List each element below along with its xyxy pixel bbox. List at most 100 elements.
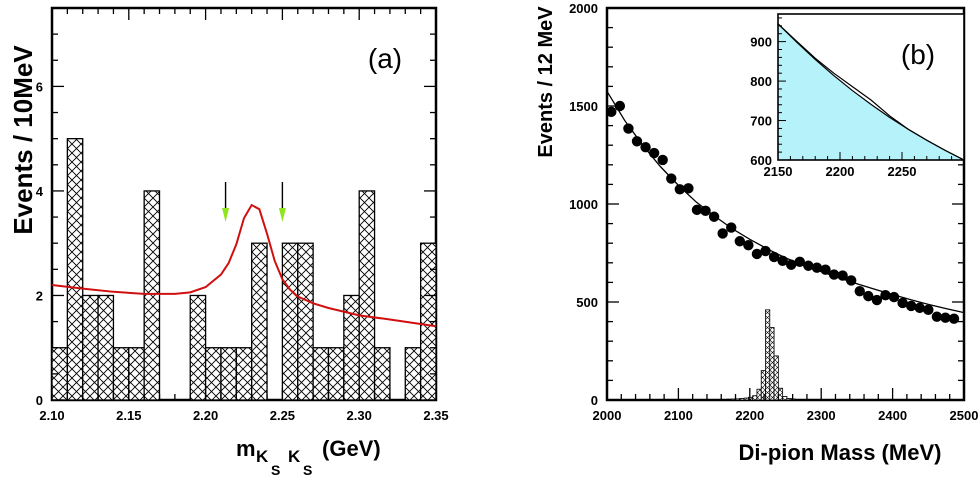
x-title-unit: (GeV) [322, 436, 381, 461]
panel-a-y-axis-title: Events / 10MeV [8, 45, 38, 235]
x-tick-label: 2.20 [193, 408, 218, 423]
x-tick-label: 2400 [878, 408, 907, 423]
data-point-18 [760, 246, 770, 256]
x-title-s2: S [303, 462, 312, 478]
signal-bin-17 [787, 398, 791, 400]
x-tick-label: 2100 [664, 408, 693, 423]
arrow-head-1 [279, 208, 286, 222]
panel-a-x-axis-title: m K S K S (GeV) [236, 436, 381, 478]
signal-bin-6 [740, 398, 744, 400]
hist-bar-20 [359, 191, 374, 400]
hist-bar-10 [206, 348, 221, 400]
data-point-6 [657, 155, 667, 165]
data-point-36 [915, 303, 925, 313]
data-point-0 [606, 107, 616, 117]
data-point-5 [649, 148, 659, 158]
x-tick-label: 2.15 [116, 408, 141, 423]
signal-bin-3 [727, 399, 731, 400]
x-title-k1: K [256, 447, 269, 466]
inset-y-tick-label: 700 [750, 114, 772, 129]
signal-bin-16 [783, 396, 787, 400]
signal-bin-13 [770, 327, 774, 400]
x-title-s1: S [271, 462, 280, 478]
data-point-9 [683, 183, 693, 193]
arrow-head-0 [222, 208, 229, 222]
inset-x-tick-label: 2250 [888, 164, 917, 179]
data-point-11 [700, 206, 710, 216]
hist-bar-1 [67, 139, 82, 400]
y-tick-label: 2000 [569, 1, 598, 16]
signal-bin-8 [748, 397, 752, 400]
data-point-40 [949, 313, 959, 323]
data-point-2 [623, 123, 633, 133]
x-tick-label: 2300 [807, 408, 836, 423]
x-tick-label: 2.35 [423, 408, 448, 423]
hist-bar-11 [221, 348, 236, 400]
data-point-33 [889, 292, 899, 302]
panel-b-signal-histogram [714, 310, 804, 400]
data-point-35 [906, 301, 916, 311]
hist-bar-18 [328, 348, 343, 400]
hist-bar-17 [313, 348, 328, 400]
x-tick-label: 2200 [735, 408, 764, 423]
y-tick-label: 1000 [569, 197, 598, 212]
data-point-16 [743, 240, 753, 250]
hist-bar-19 [344, 295, 359, 400]
hist-bar-21 [375, 348, 390, 400]
data-point-3 [632, 136, 642, 146]
hist-bar-9 [190, 295, 205, 400]
hist-bar-12 [236, 348, 251, 400]
panel-b-x-axis-title: Di-pion Mass (MeV) [739, 440, 942, 465]
x-tick-label: 2.10 [39, 408, 64, 423]
signal-bin-10 [757, 389, 761, 400]
hist-bar-5 [129, 348, 144, 400]
data-point-13 [717, 228, 727, 238]
y-tick-label: 2 [36, 288, 43, 303]
y-tick-label: 1500 [569, 99, 598, 114]
y-tick-label: 500 [576, 295, 598, 310]
hist-bar-15 [282, 243, 297, 400]
hist-bar-16 [298, 243, 313, 400]
panel-a-label: (a) [368, 43, 402, 74]
panel-b-y-axis-title: Events / 12 MeV [535, 6, 557, 158]
x-title-k2: K [288, 447, 301, 466]
x-tick-label: 2.25 [270, 408, 295, 423]
panel-a-arrows [222, 182, 286, 222]
x-tick-label: 2000 [593, 408, 622, 423]
data-point-7 [666, 173, 676, 183]
data-point-37 [923, 305, 933, 315]
data-point-28 [846, 275, 856, 285]
hist-bar-3 [98, 295, 113, 400]
data-point-14 [726, 222, 736, 232]
hist-bar-13 [252, 243, 267, 400]
data-point-4 [640, 142, 650, 152]
signal-bin-9 [753, 396, 757, 400]
inset-x-tick-label: 2200 [826, 164, 855, 179]
signal-bin-2 [723, 399, 727, 400]
signal-bin-1 [718, 399, 722, 400]
hist-bar-23 [405, 348, 420, 400]
signal-bin-18 [791, 399, 795, 400]
inset-y-tick-label: 800 [750, 74, 772, 89]
x-tick-label: 2.30 [347, 408, 372, 423]
inset-y-tick-label: 900 [750, 35, 772, 50]
data-point-23 [803, 261, 813, 271]
y-tick-label: 0 [36, 393, 43, 408]
panel-b-label: (b) [901, 39, 935, 70]
signal-bin-7 [744, 398, 748, 400]
inset-y-tick-label: 600 [750, 153, 772, 168]
signal-bin-19 [795, 399, 799, 400]
hist-bar-6 [144, 191, 159, 400]
data-point-12 [709, 212, 719, 222]
hist-bar-4 [113, 348, 128, 400]
panel-a-histogram [52, 139, 436, 400]
hist-bar-2 [83, 295, 98, 400]
x-title-m: m [236, 436, 256, 461]
y-tick-label: 0 [591, 393, 598, 408]
signal-bin-11 [761, 371, 765, 400]
